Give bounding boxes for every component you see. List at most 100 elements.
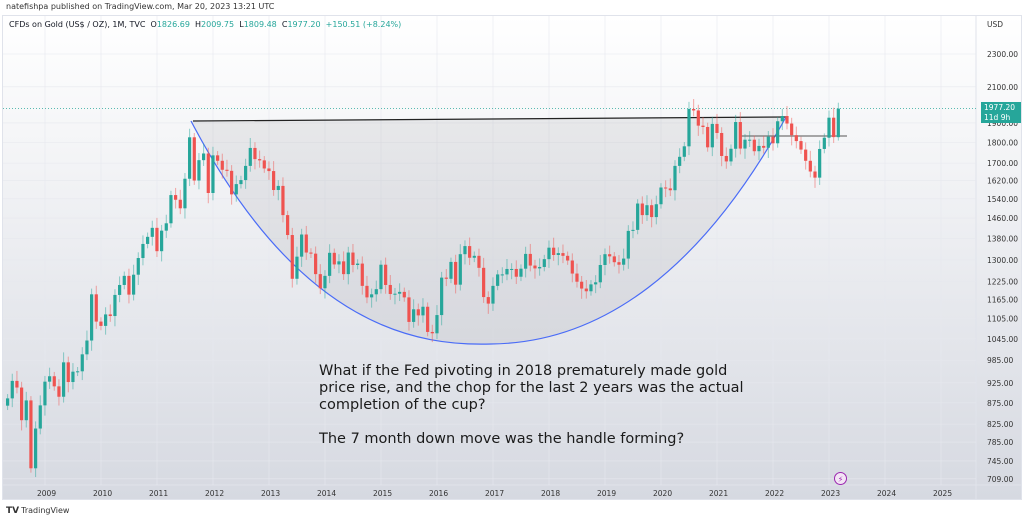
candle-down xyxy=(178,199,182,209)
candle-up xyxy=(682,146,686,157)
candle-up xyxy=(645,205,649,216)
candle-down xyxy=(444,277,448,279)
price-tick: 2100.00 xyxy=(987,83,1018,92)
candle-down xyxy=(216,155,220,161)
time-tick: 2013 xyxy=(261,489,280,498)
candle-down xyxy=(416,309,420,316)
candle-down xyxy=(29,400,33,469)
candle-down xyxy=(360,263,364,286)
candle-down xyxy=(407,297,411,322)
candle-up xyxy=(524,253,528,269)
candle-up xyxy=(276,185,280,191)
candle-up xyxy=(631,229,635,231)
candle-down xyxy=(566,255,570,261)
candle-up xyxy=(113,294,117,317)
candle-down xyxy=(127,275,131,295)
candle-up xyxy=(594,282,598,285)
price-tick: 1800.00 xyxy=(987,138,1018,147)
candle-down xyxy=(57,386,61,397)
candle-down xyxy=(314,253,318,275)
candle-down xyxy=(66,362,70,383)
candle-up xyxy=(136,258,140,275)
candle-down xyxy=(286,215,290,236)
candle-up xyxy=(248,147,252,166)
candle-up xyxy=(356,263,360,266)
candle-down xyxy=(220,160,224,170)
candle-up xyxy=(146,236,150,244)
time-tick: 2023 xyxy=(821,489,840,498)
candle-up xyxy=(169,195,173,224)
candle-down xyxy=(267,168,271,172)
candle-up xyxy=(491,285,495,304)
candle-up xyxy=(160,230,164,252)
candle-down xyxy=(155,227,159,252)
candle-down xyxy=(426,306,430,332)
candle-down xyxy=(402,291,406,298)
candle-up xyxy=(76,371,80,373)
low-label: L xyxy=(239,20,244,29)
candle-up xyxy=(440,277,444,316)
candle-down xyxy=(664,187,668,189)
price-tick: 1045.00 xyxy=(987,335,1018,344)
candle-down xyxy=(258,159,262,161)
candle-up xyxy=(90,294,94,341)
price-tick: 1380.00 xyxy=(987,234,1018,243)
close-value: 1977.20 xyxy=(287,20,321,29)
candle-up xyxy=(323,275,327,289)
candle-up xyxy=(729,148,733,162)
candle-up xyxy=(164,223,168,231)
lightning-icon[interactable]: ⚡ xyxy=(834,472,847,485)
candle-down xyxy=(174,195,178,200)
candle-up xyxy=(673,165,677,191)
price-tick: 1300.00 xyxy=(987,256,1018,265)
candle-up xyxy=(43,381,47,406)
candle-down xyxy=(15,380,19,388)
candle-down xyxy=(477,255,481,268)
candle-up xyxy=(202,153,206,161)
chart-annotation-text[interactable]: What if the Fed pivoting in 2018 prematu… xyxy=(319,363,744,447)
candle-up xyxy=(374,289,378,295)
candle-up xyxy=(393,293,397,295)
change-value: +150.51 (+8.24%) xyxy=(325,20,402,29)
candle-up xyxy=(104,314,108,326)
candle-up xyxy=(24,400,28,421)
chart-pane[interactable]: USD 2300.00 2100.00 1900.00 1800.00 1700.00 16… xyxy=(2,15,1022,500)
candlestick-chart[interactable]: USD 2300.00 2100.00 1900.00 1800.00 1700.00 16… xyxy=(3,16,1022,500)
price-tick: 745.00 xyxy=(987,457,1013,466)
candle-down xyxy=(668,188,672,191)
candle-down xyxy=(304,234,308,253)
candle-down xyxy=(584,288,588,292)
candle-down xyxy=(514,268,518,277)
candle-down xyxy=(482,267,486,298)
candle-up xyxy=(48,376,52,382)
time-tick: 2024 xyxy=(877,489,896,498)
candle-down xyxy=(804,149,808,161)
candle-up xyxy=(62,362,66,397)
time-tick: 2022 xyxy=(765,489,784,498)
candle-down xyxy=(225,169,229,171)
candle-up xyxy=(510,268,514,270)
candle-up xyxy=(743,139,747,149)
candle-up xyxy=(626,230,630,259)
candle-down xyxy=(762,145,766,148)
candle-up xyxy=(710,123,714,148)
candle-down xyxy=(533,265,537,269)
open-value: 1826.69 xyxy=(156,20,190,29)
price-tick: 1105.00 xyxy=(987,315,1018,324)
candle-down xyxy=(430,331,434,334)
candle-down xyxy=(808,160,812,172)
symbol-name[interactable]: CFDs on Gold (US$ / OZ), 1M, TVC xyxy=(9,20,146,29)
candle-up xyxy=(211,155,215,193)
candle-up xyxy=(556,253,560,256)
candle-up xyxy=(38,405,42,429)
candle-up xyxy=(598,265,602,283)
candle-up xyxy=(346,252,350,275)
candle-down xyxy=(20,387,24,421)
candle-down xyxy=(108,314,112,317)
cup-rim-line xyxy=(192,116,787,122)
candle-up xyxy=(622,258,626,265)
candle-up xyxy=(244,165,248,181)
candle-down xyxy=(580,281,584,289)
candle-up xyxy=(435,315,439,334)
price-tick: 1540.00 xyxy=(987,195,1018,204)
